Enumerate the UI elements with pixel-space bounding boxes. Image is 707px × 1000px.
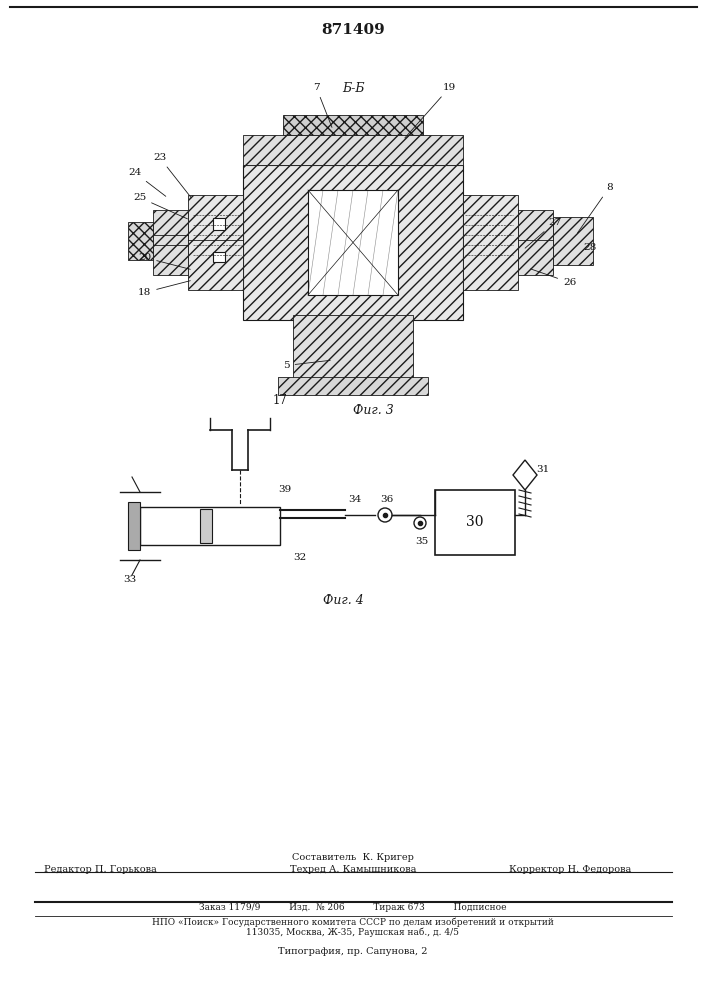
Text: 26: 26 [531,269,576,287]
Bar [553,217,593,265]
Text: 113035, Москва, Ж-35, Раушская наб., д. 4/5: 113035, Москва, Ж-35, Раушская наб., д. … [247,927,460,937]
Text: 39: 39 [279,485,291,493]
Text: Составитель  К. Кригер: Составитель К. Кригер [292,852,414,861]
Text: 35: 35 [416,536,428,546]
Text: 5: 5 [283,360,330,370]
Text: 19: 19 [405,83,456,138]
Bar [293,315,413,380]
Bar [128,222,153,260]
Text: 27: 27 [525,218,561,248]
Text: Корректор Н. Федорова: Корректор Н. Федорова [509,864,631,874]
Text: Типография, пр. Сапунова, 2: Типография, пр. Сапунова, 2 [279,948,428,956]
Bar [308,190,398,295]
Bar [213,218,225,230]
Text: НПО «Поиск» Государственного комитета СССР по делам изобретений и открытий: НПО «Поиск» Государственного комитета СС… [152,917,554,927]
Bar [128,502,140,550]
Text: Фиг. 3: Фиг. 3 [353,403,393,416]
Bar [435,490,515,555]
Text: 17: 17 [273,393,288,406]
Text: 23: 23 [153,153,192,198]
Text: Фиг. 4: Фиг. 4 [322,593,363,606]
Text: 30: 30 [466,516,484,530]
Text: 32: 32 [293,552,307,562]
Bar [463,195,518,290]
Bar [243,165,463,320]
Bar [278,377,428,395]
Bar [200,509,212,543]
Bar [213,252,225,262]
Polygon shape [513,460,537,490]
Text: 18: 18 [138,281,190,297]
Text: 34: 34 [349,495,361,504]
Text: 24: 24 [128,168,166,196]
Bar [283,115,423,135]
Text: 7: 7 [313,83,332,127]
Text: 871409: 871409 [321,23,385,37]
Text: 20: 20 [138,253,190,269]
Bar [188,195,243,290]
Bar [243,135,463,165]
Text: 28: 28 [583,243,596,252]
Text: Б-Б: Б-Б [341,82,364,95]
Text: 8: 8 [578,183,613,233]
Text: 31: 31 [537,466,549,475]
Bar [518,210,553,275]
Text: Редактор П. Горькова: Редактор П. Горькова [44,864,156,874]
Text: Техред А. Камышникова: Техред А. Камышникова [290,864,416,874]
Text: 36: 36 [380,494,394,504]
Text: Заказ 1179/9          Изд.  № 206          Тираж 673          Подписное: Заказ 1179/9 Изд. № 206 Тираж 673 Подпис… [199,904,507,912]
Bar [140,507,280,545]
Bar [153,210,188,275]
Text: 25: 25 [133,193,187,219]
Bar [553,227,581,255]
Text: 33: 33 [124,576,136,584]
